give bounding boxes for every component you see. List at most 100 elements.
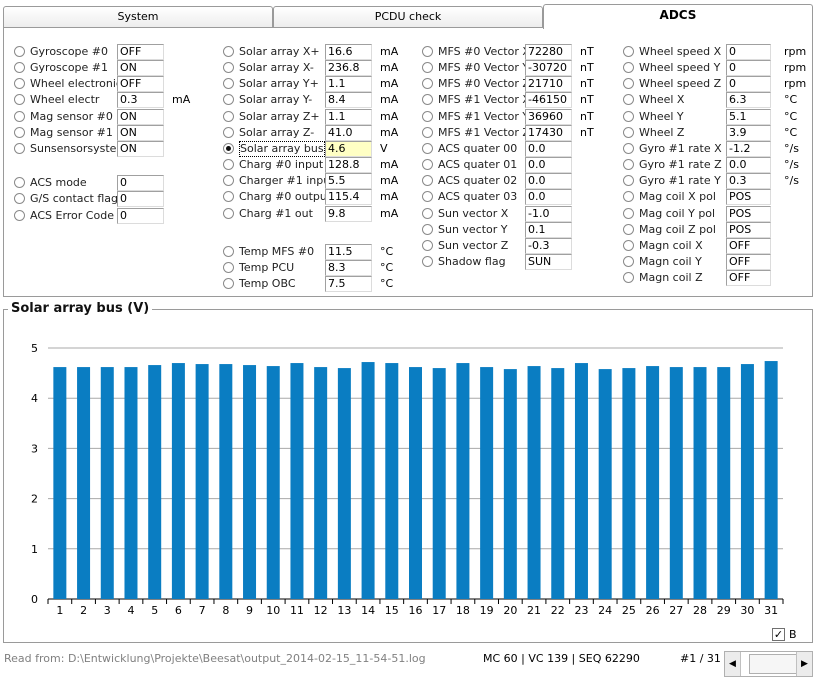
radio-icon[interactable] [422,207,433,219]
radio-icon[interactable] [223,175,234,187]
radio-icon[interactable] [623,110,634,122]
radio-icon[interactable] [14,78,25,90]
telemetry-label: Mag sensor #0 [30,109,113,123]
telemetry-label: Wheel Z [639,125,685,139]
telemetry-value: 4.6 [325,140,372,157]
telemetry-unit: mA [380,125,399,139]
record-scrollbar[interactable]: ◀ ▶ [724,651,813,677]
radio-icon[interactable] [623,62,634,74]
radio-icon[interactable] [223,126,234,138]
radio-icon[interactable] [14,46,25,57]
log-file-path: Read from: D:\Entwicklung\Projekte\Beesa… [4,652,426,665]
telemetry-value: 0 [117,191,164,208]
telemetry-label: Gyro #1 rate Y [639,174,721,188]
telemetry-unit: °C [784,93,798,107]
telemetry-value: POS [726,205,771,222]
telemetry-value: 0.3 [117,92,164,109]
telemetry-label: Solar array bus [239,140,325,157]
telemetry-value: ON [117,140,164,157]
telemetry-value: 5.1 [726,108,771,125]
tab-pcdu-check[interactable]: PCDU check [273,6,543,28]
telemetry-label: Mag coil Z pol [639,222,716,236]
telemetry-label: Mag sensor #1 [30,125,113,139]
telemetry-label: Sunsensorsystem [30,141,128,155]
telemetry-value: 0.0 [525,173,572,190]
radio-icon[interactable] [223,46,234,57]
radio-icon[interactable] [623,94,634,106]
radio-icon[interactable] [223,261,234,273]
radio-icon[interactable] [223,62,234,74]
telemetry-value: ON [117,60,164,77]
radio-icon[interactable] [422,78,433,90]
telemetry-value: 128.8 [325,157,372,174]
radio-icon[interactable] [14,142,25,154]
telemetry-unit: °C [784,109,798,123]
radio-icon[interactable] [623,191,634,203]
telemetry-unit: mA [380,190,399,204]
radio-icon[interactable] [422,159,433,171]
radio-icon[interactable] [223,207,234,219]
scroll-left-icon[interactable]: ◀ [725,652,741,676]
telemetry-unit: nT [580,61,594,75]
radio-icon[interactable] [422,126,433,138]
telemetry-label: Gyroscope #0 [30,45,109,58]
telemetry-unit: nT [580,125,594,139]
radio-icon[interactable] [422,175,433,187]
radio-icon[interactable] [422,142,433,154]
radio-icon[interactable] [623,78,634,90]
telemetry-value: 41.0 [325,124,372,141]
radio-icon[interactable] [623,207,634,219]
radio-icon[interactable] [422,223,433,235]
series-b-checkbox[interactable]: ✓ [772,628,785,641]
radio-icon[interactable] [623,239,634,251]
radio-icon[interactable] [14,209,25,221]
radio-icon[interactable] [623,255,634,267]
radio-icon[interactable] [14,177,25,189]
radio-icon[interactable] [623,223,634,235]
telemetry-value: 0 [726,44,771,60]
radio-icon[interactable] [623,46,634,57]
telemetry-label: MFS #0 Vector X [438,45,530,58]
radio-icon[interactable] [422,46,433,57]
radio-icon[interactable] [623,142,634,154]
radio-icon[interactable] [223,78,234,90]
radio-icon[interactable] [422,94,433,106]
radio-icon[interactable] [14,62,25,74]
telemetry-unit: mA [172,93,191,107]
radio-icon[interactable] [623,126,634,138]
radio-icon[interactable] [14,110,25,122]
telemetry-value: OFF [117,44,164,60]
radio-icon[interactable] [422,191,433,203]
tab-adcs[interactable]: ADCS [543,4,813,29]
radio-icon[interactable] [422,239,433,251]
radio-icon[interactable] [14,126,25,138]
telemetry-value: -30720 [525,60,572,77]
page-indicator: #1 / 31 [680,652,721,665]
telemetry-unit: rpm [784,77,807,91]
tab-system[interactable]: System [3,6,273,28]
telemetry-label: Solar array X+ [239,45,320,58]
radio-icon[interactable] [422,110,433,122]
telemetry-value: 115.4 [325,189,372,206]
telemetry-label: Wheel electr [30,93,100,107]
radio-icon[interactable] [623,272,634,284]
scroll-right-icon[interactable]: ▶ [796,652,812,676]
radio-icon[interactable] [223,245,234,257]
radio-icon[interactable] [623,175,634,187]
radio-icon[interactable] [223,142,234,154]
telemetry-value: ON [117,108,164,125]
radio-icon[interactable] [422,255,433,267]
radio-icon[interactable] [14,193,25,205]
telemetry-value: ON [117,124,164,141]
radio-icon[interactable] [14,94,25,106]
telemetry-value: 0.0 [525,140,572,157]
radio-icon[interactable] [422,62,433,74]
telemetry-label: Sun vector Y [438,222,508,236]
scroll-thumb[interactable] [749,654,797,674]
radio-icon[interactable] [223,278,234,290]
radio-icon[interactable] [623,159,634,171]
radio-icon[interactable] [223,110,234,122]
radio-icon[interactable] [223,159,234,171]
radio-icon[interactable] [223,94,234,106]
radio-icon[interactable] [223,191,234,203]
